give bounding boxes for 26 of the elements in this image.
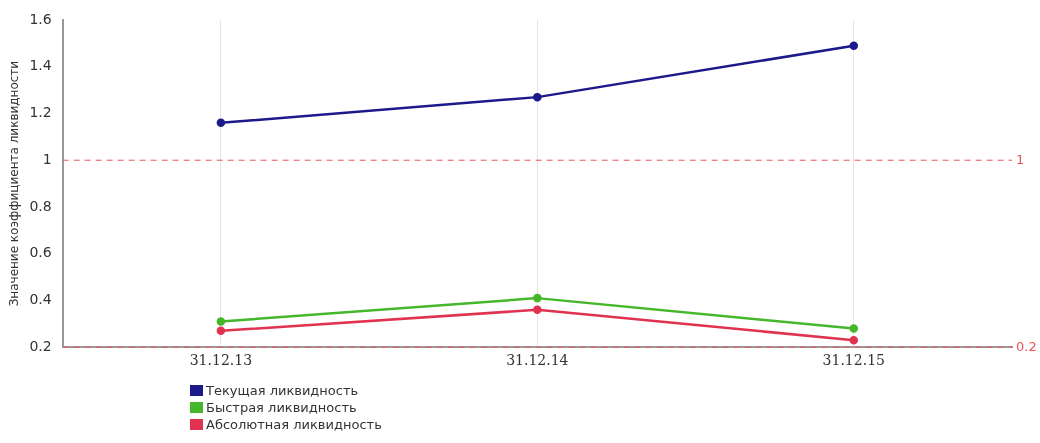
y-axis-title: Значение коэффициента ликвидности [7, 60, 22, 307]
point [533, 305, 542, 315]
point [216, 317, 226, 326]
y-tick-label: 0.4 [29, 291, 52, 308]
point [216, 326, 226, 336]
point [216, 118, 226, 128]
y-tick-label: 0.8 [29, 197, 52, 214]
point [533, 293, 542, 303]
y-tick-label: 1 [42, 150, 52, 167]
y-tick-label: 0.6 [29, 244, 52, 261]
ref-line-label: 1 [1016, 151, 1025, 167]
point [849, 324, 859, 333]
point [849, 335, 859, 345]
y-tick-label: 1.2 [29, 104, 52, 121]
legend-label: Абсолютная ликвидность [206, 416, 382, 433]
y-tick-label: 1.6 [29, 10, 52, 27]
point [533, 92, 542, 102]
point [849, 41, 859, 50]
legend-label: Текущая ликвидность [206, 382, 359, 399]
y-tick-label: 0.2 [29, 337, 52, 354]
x-tick-label: 31.12.13 [189, 352, 253, 369]
x-tick-label: 31.12.15 [822, 352, 885, 369]
x-tick-label: 31.12.14 [506, 352, 569, 369]
y-tick-label: 1.4 [29, 57, 52, 74]
legend-label: Быстрая ликвидность [206, 399, 357, 416]
ref-line-label: 0.2 [1016, 338, 1037, 354]
